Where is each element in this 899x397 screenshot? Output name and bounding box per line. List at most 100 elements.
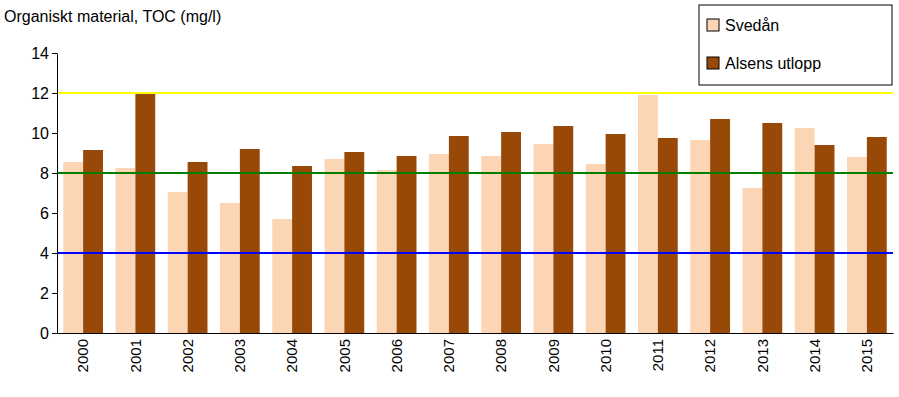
x-tick: 2006 bbox=[388, 339, 405, 372]
chart: 0 2 4 6 8 10 12 14 2000 2001 2002 2003 2004 2005 2006 2… bbox=[0, 0, 899, 397]
y-tick: 12 bbox=[31, 85, 57, 102]
bar bbox=[429, 154, 449, 333]
x-tick-label: 2001 bbox=[127, 339, 144, 372]
chart-title: Organiskt material, TOC (mg/l) bbox=[4, 8, 221, 25]
x-tick: 2003 bbox=[231, 339, 248, 372]
bar bbox=[397, 156, 417, 333]
series-bars bbox=[83, 94, 887, 333]
legend-label: Svedån bbox=[725, 17, 779, 34]
bar bbox=[795, 128, 815, 333]
bar bbox=[168, 192, 188, 333]
bar bbox=[553, 126, 573, 333]
x-tick: 2009 bbox=[545, 339, 562, 372]
legend-swatch bbox=[707, 57, 719, 69]
x-tick-label: 2002 bbox=[179, 339, 196, 372]
bar bbox=[762, 123, 782, 333]
x-tick-label: 2010 bbox=[597, 339, 614, 372]
y-tick: 4 bbox=[40, 245, 57, 262]
x-tick: 2007 bbox=[440, 339, 457, 372]
legend-swatch bbox=[707, 19, 719, 31]
bar bbox=[83, 150, 103, 333]
y-axis-line bbox=[57, 54, 58, 334]
y-axis: 0 2 4 6 8 10 12 14 bbox=[31, 45, 57, 342]
bar bbox=[325, 159, 345, 333]
y-tick-label: 4 bbox=[40, 245, 49, 262]
bar bbox=[606, 134, 626, 333]
reference-line bbox=[57, 92, 893, 94]
y-tick: 2 bbox=[40, 285, 57, 302]
x-tick: 2010 bbox=[597, 339, 614, 372]
bar bbox=[240, 149, 260, 333]
y-tick-label: 6 bbox=[40, 205, 49, 222]
bar bbox=[63, 162, 83, 333]
bar bbox=[658, 138, 678, 333]
legend-label: Alsens utlopp bbox=[725, 55, 821, 72]
x-tick: 2001 bbox=[127, 339, 144, 372]
y-tick-label: 2 bbox=[40, 285, 49, 302]
series-bars bbox=[63, 95, 867, 333]
y-tick: 6 bbox=[40, 205, 57, 222]
x-tick: 2013 bbox=[754, 339, 771, 372]
bar bbox=[586, 164, 606, 333]
x-tick: 2014 bbox=[806, 339, 823, 372]
y-tick-mark bbox=[52, 293, 57, 294]
x-tick: 2015 bbox=[858, 339, 875, 372]
y-tick-mark bbox=[52, 53, 57, 54]
y-tick-label: 0 bbox=[40, 325, 49, 342]
bar bbox=[867, 137, 887, 333]
y-tick-mark bbox=[52, 133, 57, 134]
x-axis-line bbox=[58, 333, 894, 334]
reference-line bbox=[57, 252, 893, 254]
x-tick-label: 2000 bbox=[74, 339, 91, 372]
x-tick-label: 2007 bbox=[440, 339, 457, 372]
marks bbox=[57, 93, 893, 333]
x-tick-label: 2004 bbox=[283, 339, 300, 372]
x-tick-label: 2009 bbox=[545, 339, 562, 372]
y-tick-mark bbox=[52, 253, 57, 254]
bar bbox=[449, 136, 469, 333]
bar bbox=[638, 95, 658, 333]
bar bbox=[135, 94, 155, 333]
bar bbox=[710, 119, 730, 333]
x-tick: 2002 bbox=[179, 339, 196, 372]
x-tick-label: 2012 bbox=[701, 339, 718, 372]
legend-frame bbox=[699, 5, 892, 85]
y-tick-mark bbox=[52, 173, 57, 174]
bar bbox=[344, 152, 364, 333]
x-tick: 2011 bbox=[649, 339, 666, 371]
x-tick-label: 2015 bbox=[858, 339, 875, 372]
y-tick-mark bbox=[52, 213, 57, 214]
bar bbox=[188, 162, 208, 333]
bar bbox=[481, 156, 501, 333]
bar bbox=[116, 168, 136, 333]
x-tick-label: 2013 bbox=[754, 339, 771, 372]
bar bbox=[501, 132, 521, 333]
bar bbox=[690, 140, 710, 333]
x-tick-label: 2008 bbox=[492, 339, 509, 372]
plot-area: 0 2 4 6 8 10 12 14 2000 2001 2002 2003 2004 2005 2006 2… bbox=[31, 45, 893, 373]
bar bbox=[743, 188, 763, 333]
x-tick: 2012 bbox=[701, 339, 718, 372]
x-tick: 2000 bbox=[74, 339, 91, 372]
legend: Svedån Alsens utlopp bbox=[699, 5, 892, 85]
x-tick-label: 2014 bbox=[806, 339, 823, 372]
y-tick-label: 10 bbox=[31, 125, 49, 142]
bar bbox=[292, 166, 312, 333]
y-tick-mark bbox=[52, 333, 57, 334]
y-tick: 10 bbox=[31, 125, 57, 142]
x-tick-label: 2006 bbox=[388, 339, 405, 372]
y-tick: 0 bbox=[40, 325, 57, 342]
x-tick: 2005 bbox=[336, 339, 353, 372]
y-tick: 14 bbox=[31, 45, 57, 62]
y-tick-label: 14 bbox=[31, 45, 49, 62]
x-tick-label: 2011 bbox=[649, 339, 666, 371]
bar bbox=[847, 157, 867, 333]
y-tick-label: 8 bbox=[40, 165, 49, 182]
x-tick: 2008 bbox=[492, 339, 509, 372]
y-tick-label: 12 bbox=[31, 85, 49, 102]
y-tick-mark bbox=[52, 93, 57, 94]
bar bbox=[272, 219, 292, 333]
x-tick: 2004 bbox=[283, 339, 300, 372]
x-tick-label: 2005 bbox=[336, 339, 353, 372]
y-tick: 8 bbox=[40, 165, 57, 182]
